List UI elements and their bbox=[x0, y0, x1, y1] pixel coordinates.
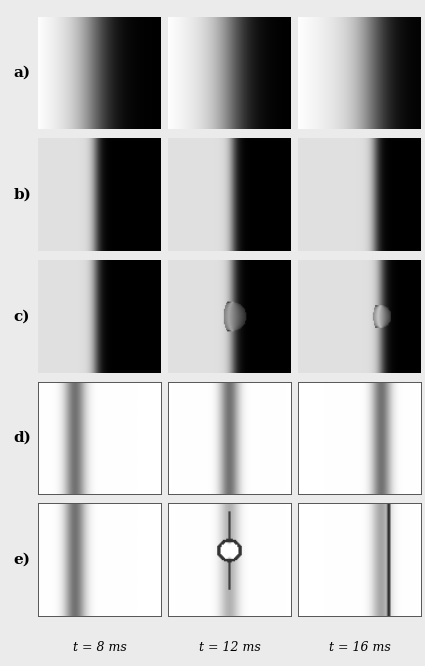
Text: e): e) bbox=[14, 553, 31, 567]
Text: d): d) bbox=[14, 431, 31, 445]
Text: t = 8 ms: t = 8 ms bbox=[73, 641, 126, 654]
Text: a): a) bbox=[14, 66, 31, 80]
Text: t = 12 ms: t = 12 ms bbox=[198, 641, 261, 654]
Text: t = 16 ms: t = 16 ms bbox=[329, 641, 390, 654]
Text: b): b) bbox=[14, 188, 31, 202]
Text: c): c) bbox=[14, 309, 30, 324]
